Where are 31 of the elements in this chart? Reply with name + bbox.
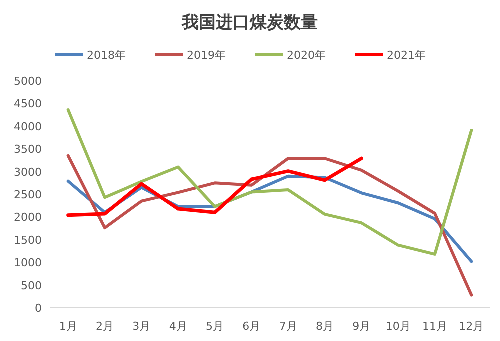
x-tick-label: 5月 [206,320,224,333]
legend-label: 2019年 [187,49,226,62]
x-tick-label: 3月 [132,320,151,333]
y-tick-label: 5000 [14,75,42,88]
line-series [66,108,474,256]
x-tick-label: 11月 [422,320,448,333]
chart-title: 我国进口煤炭数量 [181,13,318,33]
y-tick-label: 4000 [14,120,42,134]
legend-label: 2018年 [87,49,126,62]
y-tick-label: 1000 [14,256,42,270]
legend-label: 2020年 [287,49,326,62]
x-tick-label: 6月 [242,320,261,333]
y-tick-label: 2000 [14,211,42,224]
x-tick-label: 7月 [279,320,298,333]
x-tick-label: 9月 [352,320,371,333]
y-tick-label: 0 [35,302,42,315]
y-tick-label: 3000 [14,166,42,179]
line-series [66,154,474,297]
x-tick-label: 4月 [169,320,188,333]
y-tick-label: 500 [21,279,42,292]
y-tick-label: 1500 [14,234,42,247]
y-tick-label: 2500 [14,188,42,202]
y-tick-label: 3500 [14,143,42,156]
x-tick-label: 2月 [96,320,114,333]
x-tick-label: 1月 [59,320,78,333]
line-series [66,156,364,218]
x-tick-label: 8月 [316,320,334,333]
x-tick-label: 12月 [459,320,484,333]
y-tick-label: 4500 [14,98,42,111]
x-tick-label: 10月 [386,320,411,333]
legend-label: 2021年 [387,49,426,62]
